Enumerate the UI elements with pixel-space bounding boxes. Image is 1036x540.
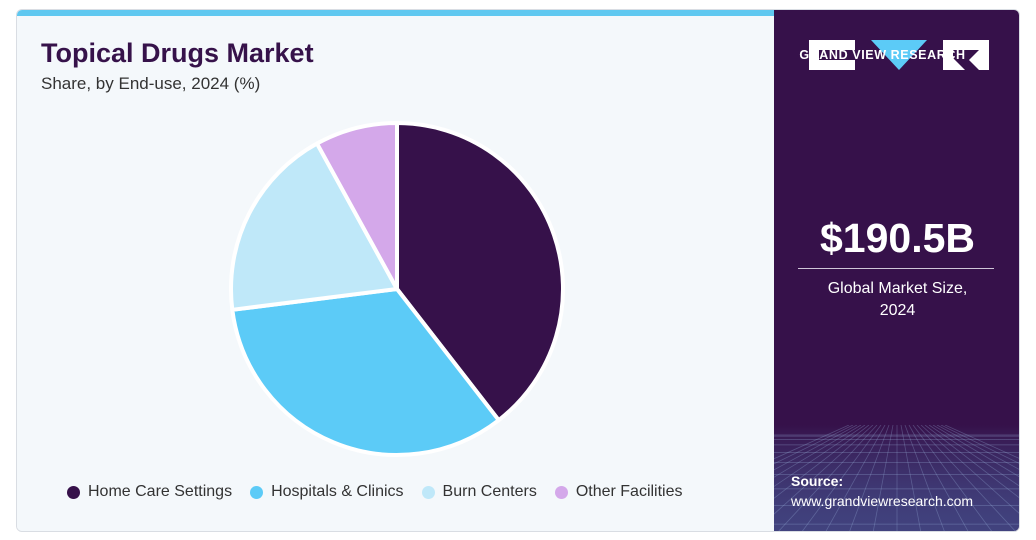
legend-swatch: [250, 485, 264, 499]
legend-label: Other Facilities: [575, 483, 683, 500]
market-size-label: Global Market Size, 2024: [774, 278, 1019, 322]
legend-swatch: [421, 485, 435, 499]
legend-item: Burn Centers: [421, 483, 537, 501]
grid-decoration: [774, 425, 1019, 531]
chart-title: Topical Drugs Market: [41, 38, 314, 68]
summary-panel: GRAND VIEW RESEARCH $190.5B Global Marke…: [774, 10, 1019, 531]
top-accent-bar: [17, 10, 774, 16]
source-url[interactable]: www.grandviewresearch.com: [791, 493, 974, 509]
market-size-value: $190.5B: [819, 215, 975, 261]
pie-slice-hospitals-clinics: [230, 287, 501, 457]
pie-chart: [229, 121, 565, 457]
chart-panel: Topical Drugs Market Share, by End-use, …: [17, 10, 774, 531]
legend-label: Hospitals & Clinics: [271, 483, 404, 500]
legend-swatch: [67, 485, 80, 499]
source-label: Source:: [791, 473, 844, 489]
legend-item: Home Care Settings: [67, 483, 232, 501]
brand-name: GRAND VIEW RESEARCH: [799, 48, 966, 62]
infographic-card: Topical Drugs Market Share, by End-use, …: [16, 9, 1020, 532]
chart-legend: Home Care Settings Hospitals & Clinics Bur…: [67, 482, 683, 502]
legend-item: Other Facilities: [554, 483, 683, 501]
pie-slice-home-care-settings: [395, 121, 565, 423]
pie-slice-burn-centers: [229, 141, 399, 312]
legend-item: Hospitals & Clinics: [250, 483, 404, 501]
legend-label: Home Care Settings: [88, 483, 233, 500]
value-divider: [798, 268, 994, 269]
legend-label: Burn Centers: [442, 483, 537, 500]
market-size-label-line1: Global Market Size,: [827, 280, 968, 297]
pie-slice-other-facilities: [315, 121, 399, 291]
market-size-label-line2: 2024: [879, 302, 916, 319]
chart-subtitle: Share, by End-use, 2024 (%): [41, 74, 261, 93]
legend-swatch: [554, 485, 568, 499]
grand-view-research-logo: [809, 40, 989, 70]
